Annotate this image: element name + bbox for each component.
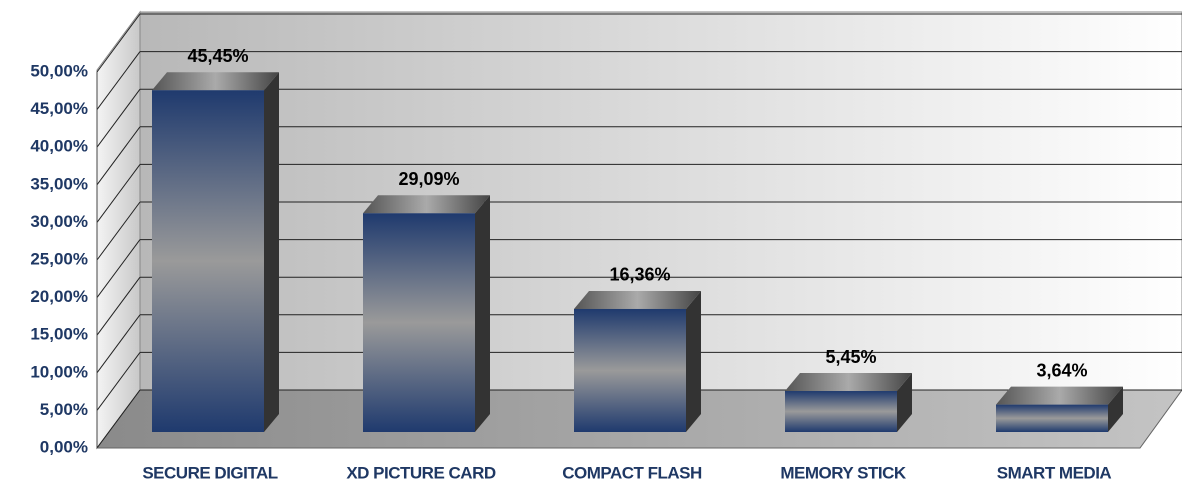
x-tick-label: COMPACT FLASH: [562, 463, 702, 482]
y-tick-label: 40,00%: [30, 137, 88, 156]
grid-line: [96, 164, 141, 223]
bar-top: [996, 386, 1123, 405]
grid-line: [96, 126, 141, 186]
y-tick-label: 20,00%: [30, 287, 88, 306]
bar: [574, 290, 701, 432]
y-tick-label: 25,00%: [30, 249, 88, 268]
y-tick-label: 10,00%: [30, 362, 88, 381]
y-tick-label: 35,00%: [30, 174, 88, 193]
grid-line: [96, 352, 141, 411]
bar-top: [785, 373, 912, 392]
bar: [785, 373, 912, 432]
data-label: 29,09%: [398, 169, 459, 189]
bar-front: [152, 90, 264, 432]
y-tick-label: 45,00%: [30, 99, 88, 118]
bar-front: [996, 404, 1108, 432]
grid-line: [96, 276, 141, 336]
bar-front: [785, 391, 897, 432]
side-wall: [96, 10, 141, 450]
grid-line: [96, 239, 141, 298]
bar-top: [574, 290, 701, 309]
data-label: 3,64%: [1036, 360, 1087, 380]
grid-line: [96, 314, 141, 374]
x-tick-label: XD PICTURE CARD: [346, 463, 496, 482]
x-tick-label: MEMORY STICK: [780, 463, 907, 482]
y-tick-label: 0,00%: [40, 437, 88, 456]
x-tick-label: SMART MEDIA: [997, 463, 1112, 482]
grid-line: [96, 13, 141, 73]
y-tick-label: 30,00%: [30, 212, 88, 231]
bar-side: [1108, 386, 1123, 432]
y-tick-label: 15,00%: [30, 325, 88, 344]
data-label: 16,36%: [609, 265, 670, 285]
bar-top: [152, 72, 279, 91]
bar-side: [897, 373, 912, 432]
bar: [363, 195, 490, 432]
x-tick-label: SECURE DIGITAL: [142, 463, 277, 482]
bar: [996, 386, 1123, 432]
y-tick-label: 50,00%: [30, 61, 88, 80]
bar-side: [264, 72, 279, 432]
grid-line: [96, 389, 141, 449]
grid-line: [96, 88, 141, 148]
y-tick-label: 5,00%: [40, 400, 88, 419]
bar: [152, 72, 279, 432]
data-label: 45,45%: [187, 46, 248, 66]
bar-front: [574, 308, 686, 432]
bar-side: [686, 290, 701, 432]
bar-side: [475, 195, 490, 432]
bar-front: [363, 213, 475, 432]
data-label: 5,45%: [825, 347, 876, 367]
bar-top: [363, 195, 490, 214]
grid-line: [96, 201, 141, 261]
grid-line: [96, 51, 141, 110]
